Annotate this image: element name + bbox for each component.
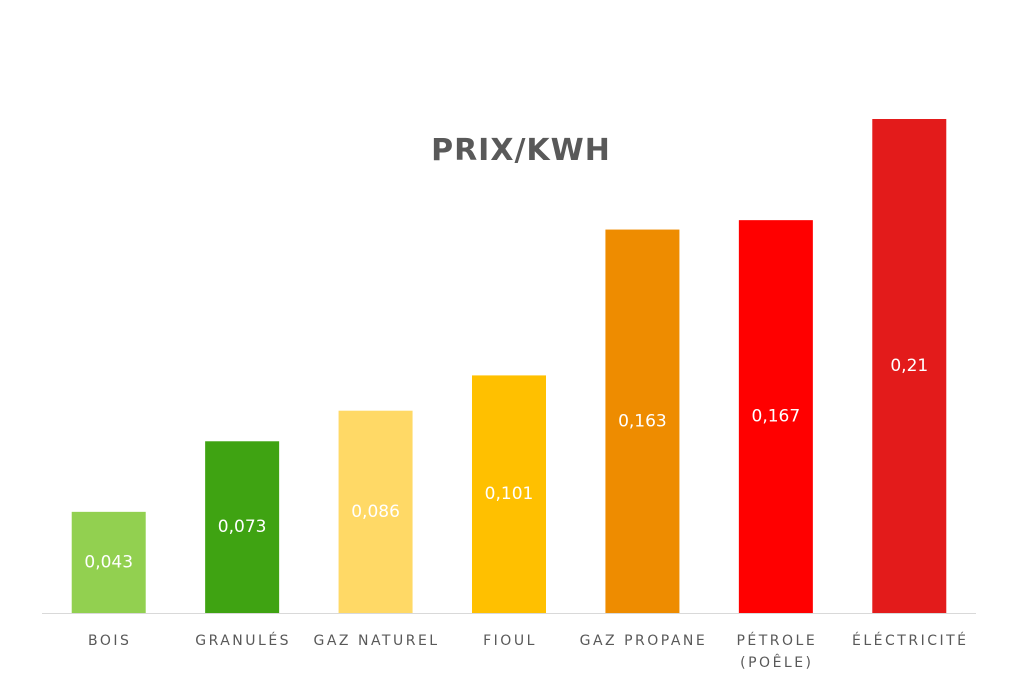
x-tick-label: BOIS — [88, 633, 132, 649]
bar — [338, 410, 413, 613]
value-label: 0,101 — [485, 484, 534, 504]
value-label: 0,043 — [84, 552, 133, 572]
value-label: 0,163 — [618, 411, 667, 431]
bar — [872, 119, 947, 613]
bar — [71, 511, 146, 613]
value-label: 0,21 — [890, 356, 928, 376]
value-label: 0,167 — [752, 407, 801, 427]
x-tick-label: PÉTROLE (POÊLE) — [736, 633, 818, 671]
x-tick-label: FIOUL — [483, 633, 537, 649]
x-tick-label: ÉLÉCTRICITÉ — [852, 633, 969, 649]
bar — [205, 441, 280, 613]
x-tick-label: GAZ NATUREL — [313, 633, 440, 649]
chart-title: PRIX/KWH — [431, 133, 611, 168]
bar — [605, 229, 680, 614]
bar — [738, 220, 813, 613]
bar — [472, 375, 546, 613]
x-tick-label: GRANULÉS — [195, 633, 292, 649]
value-label: 0,073 — [218, 517, 267, 537]
value-label: 0,086 — [351, 502, 400, 522]
x-tick-label: GAZ PROPANE — [579, 633, 708, 649]
